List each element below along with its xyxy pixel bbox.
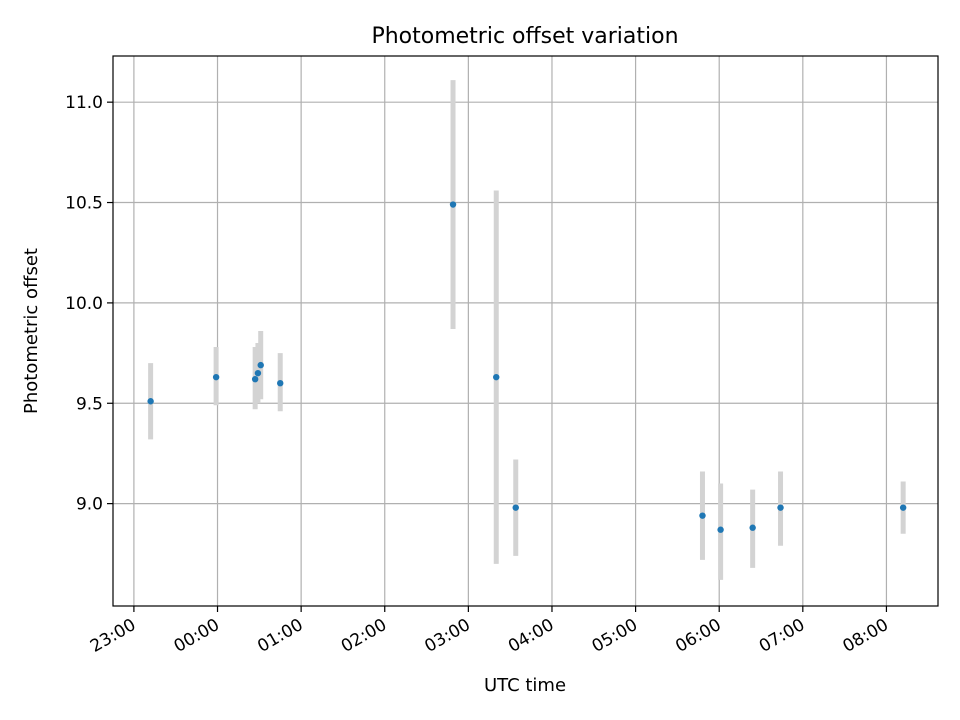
data-point [512, 504, 519, 511]
data-point [147, 398, 154, 405]
data-point [777, 504, 784, 511]
plot-frame [112, 55, 939, 607]
data-point [493, 373, 500, 381]
data-point [277, 379, 284, 387]
data-point [699, 512, 706, 519]
data-point [251, 375, 259, 383]
y-axis-label: Photometric offset [21, 248, 42, 414]
y-tick-label: 9.0 [76, 495, 103, 515]
chart-title: Photometric offset variation [371, 24, 678, 49]
y-tick-label: 10.5 [65, 194, 103, 214]
data-point [254, 369, 262, 377]
data-point [257, 361, 264, 369]
data-point [749, 524, 756, 531]
data-point [449, 201, 457, 208]
y-tick-label: 10.0 [65, 294, 103, 314]
data-point [717, 526, 724, 533]
y-tick-label: 11.0 [65, 93, 103, 113]
y-tick-label: 9.5 [76, 394, 103, 414]
x-axis-label: UTC time [484, 675, 566, 696]
data-points [147, 201, 907, 533]
data-point [899, 504, 907, 511]
data-point [212, 373, 220, 381]
grid-lines [113, 56, 938, 606]
